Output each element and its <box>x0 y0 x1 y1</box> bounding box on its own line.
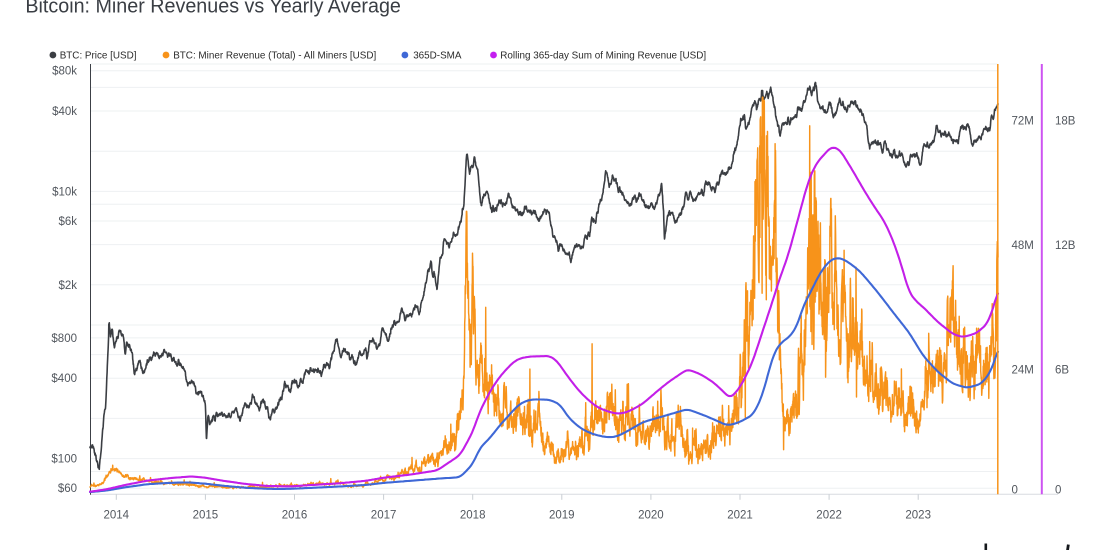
svg-text:2018: 2018 <box>460 509 486 521</box>
svg-text:Rolling 365-day Sum of Mining: Rolling 365-day Sum of Mining Revenue [U… <box>500 51 706 62</box>
svg-text:Bitcoin: Miner Revenues vs Yea: Bitcoin: Miner Revenues vs Yearly Averag… <box>25 0 401 18</box>
svg-text:24M: 24M <box>1012 365 1034 377</box>
svg-text:0: 0 <box>1055 485 1061 497</box>
svg-text:12B: 12B <box>1055 240 1076 252</box>
svg-text:$6k: $6k <box>58 216 77 228</box>
svg-text:2023: 2023 <box>905 509 931 521</box>
svg-text:$2k: $2k <box>58 280 77 292</box>
svg-text:2017: 2017 <box>371 509 397 521</box>
svg-text:2021: 2021 <box>727 509 753 521</box>
svg-text:2020: 2020 <box>638 509 664 521</box>
svg-text:72M: 72M <box>1012 116 1034 128</box>
svg-text:$60: $60 <box>58 483 77 495</box>
svg-text:BTC: Price [USD]: BTC: Price [USD] <box>60 51 137 62</box>
svg-text:$100: $100 <box>51 454 77 466</box>
svg-text:2016: 2016 <box>282 509 308 521</box>
svg-text:$800: $800 <box>51 333 77 345</box>
svg-text:365D-SMA: 365D-SMA <box>413 51 462 62</box>
svg-text:$400: $400 <box>51 373 77 385</box>
svg-text:2022: 2022 <box>816 509 842 521</box>
svg-text:$80k: $80k <box>52 66 77 78</box>
svg-text:2015: 2015 <box>193 509 219 521</box>
svg-text:6B: 6B <box>1055 365 1069 377</box>
svg-text:$10k: $10k <box>52 186 77 198</box>
svg-text:BTC: Miner Revenue (Total) - A: BTC: Miner Revenue (Total) - All Miners … <box>173 51 376 62</box>
svg-text:2014: 2014 <box>104 509 130 521</box>
svg-text:2019: 2019 <box>549 509 575 521</box>
svg-text:$40k: $40k <box>52 106 77 118</box>
svg-text:48M: 48M <box>1012 240 1034 252</box>
svg-text:18B: 18B <box>1055 116 1076 128</box>
svg-text:0: 0 <box>1012 485 1018 497</box>
